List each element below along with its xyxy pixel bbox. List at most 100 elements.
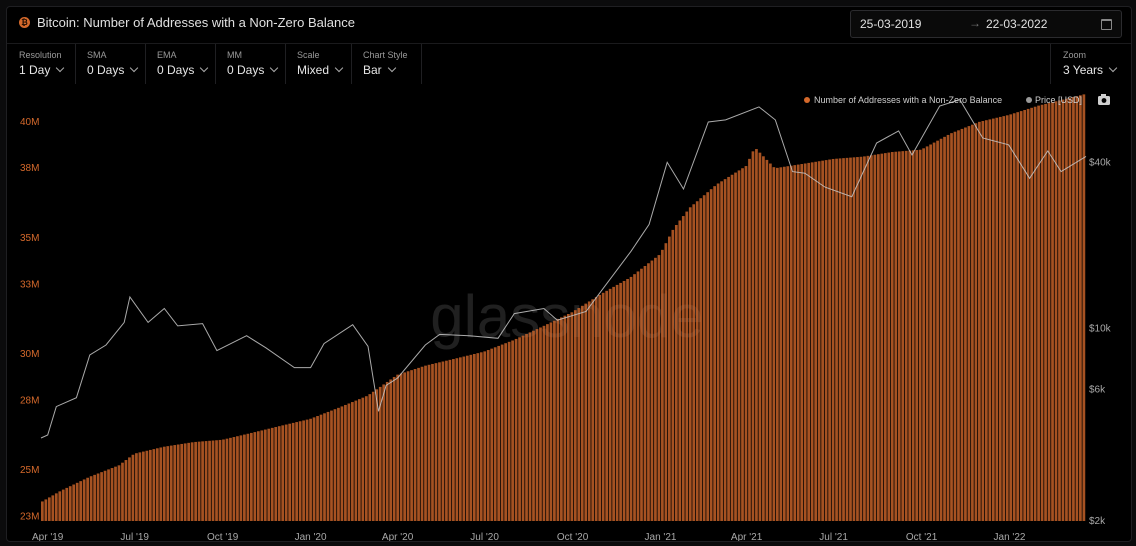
address-bar: [946, 134, 950, 521]
address-bar: [462, 356, 466, 521]
zoom-label: Zoom: [1063, 50, 1087, 60]
date-from[interactable]: 25-03-2019: [860, 17, 922, 31]
address-bar: [357, 399, 361, 521]
address-bar: [671, 229, 675, 521]
address-bar: [584, 303, 588, 521]
address-bar: [504, 343, 507, 521]
address-bar: [243, 434, 246, 521]
address-bar: [41, 501, 44, 521]
legend-addresses-label[interactable]: Number of Addresses with a Non-Zero Bala…: [814, 95, 1002, 105]
address-bar: [155, 448, 159, 521]
address-bar: [866, 155, 870, 521]
x-tick-label: Jan '21: [645, 532, 677, 541]
address-bar: [333, 409, 337, 521]
resolution-select[interactable]: Resolution 1 Day: [7, 44, 76, 84]
address-bar: [591, 299, 595, 521]
address-bar: [406, 371, 410, 521]
left-tick-label: 25M: [20, 465, 39, 476]
address-bar: [828, 159, 831, 521]
address-bar: [573, 310, 577, 521]
address-bar: [190, 442, 194, 521]
address-bar: [755, 149, 758, 522]
address-bar: [734, 172, 737, 521]
address-bar: [835, 158, 838, 521]
address-bar: [988, 119, 992, 521]
address-bar: [1019, 111, 1023, 521]
address-bar: [532, 330, 535, 521]
legend-price-label[interactable]: Price [USD]: [1035, 95, 1082, 105]
chart-style-select[interactable]: Chart Style Bar: [351, 44, 422, 84]
address-bar: [72, 484, 76, 521]
address-bar: [528, 332, 532, 521]
address-bar: [319, 414, 323, 521]
address-bar: [953, 131, 957, 521]
address-bar: [633, 274, 636, 521]
scale-label: Scale: [297, 50, 320, 60]
zoom-value: 3 Years: [1063, 63, 1104, 77]
mm-value: 0 Days: [227, 63, 265, 77]
address-bar: [378, 386, 382, 521]
address-bar: [897, 151, 901, 521]
right-tick-label: $6k: [1089, 384, 1106, 395]
address-bar: [121, 462, 124, 521]
address-bar: [270, 427, 274, 521]
address-bar: [173, 445, 177, 521]
address-bar: [978, 121, 981, 522]
address-bar: [250, 432, 253, 521]
address-bar: [967, 126, 971, 521]
address-bar: [1061, 99, 1065, 521]
address-bar: [75, 482, 79, 521]
camera-icon[interactable]: [1098, 94, 1110, 105]
address-bar: [901, 151, 905, 521]
address-bar: [302, 420, 305, 521]
date-to[interactable]: 22-03-2022: [986, 17, 1048, 31]
address-bar: [128, 457, 131, 521]
address-bar: [849, 157, 852, 521]
address-bar: [525, 334, 528, 521]
address-bar: [326, 411, 330, 521]
address-bar: [507, 341, 511, 521]
calendar-icon[interactable]: [1101, 19, 1112, 30]
right-tick-label: $10k: [1089, 323, 1112, 334]
address-bar: [1012, 113, 1016, 521]
address-bar: [256, 431, 260, 521]
address-bar: [915, 150, 919, 521]
address-bar: [678, 220, 682, 521]
address-bar: [145, 450, 149, 521]
address-bar: [229, 437, 232, 521]
zoom-select[interactable]: Zoom 3 Years: [1050, 44, 1131, 84]
ema-select[interactable]: EMA 0 Days: [145, 44, 216, 84]
address-bar: [354, 400, 358, 521]
address-bar: [971, 124, 974, 522]
address-bar: [863, 156, 866, 521]
address-bar: [347, 403, 351, 521]
address-bar: [751, 151, 755, 521]
address-bar: [782, 166, 786, 521]
address-bar: [744, 166, 748, 522]
address-bar: [312, 417, 316, 521]
left-tick-label: 33M: [20, 279, 39, 290]
address-bar: [110, 468, 114, 521]
address-bar: [351, 402, 354, 521]
address-bar: [821, 160, 824, 521]
address-bar: [1072, 96, 1075, 521]
address-bar: [337, 407, 340, 521]
address-bar: [664, 243, 668, 521]
address-bar: [890, 152, 894, 521]
address-bar: [1002, 116, 1006, 522]
address-bar: [960, 128, 964, 521]
scale-select[interactable]: Scale Mixed: [285, 44, 352, 84]
address-bar: [316, 416, 319, 521]
address-bar: [417, 367, 420, 521]
address-bar: [263, 429, 267, 521]
mm-select[interactable]: MM 0 Days: [215, 44, 286, 84]
sma-select[interactable]: SMA 0 Days: [75, 44, 146, 84]
address-bar: [124, 460, 128, 521]
address-bar: [152, 449, 156, 521]
date-range-picker[interactable]: 25-03-2019 → 22-03-2022: [850, 10, 1122, 38]
address-bar: [364, 396, 368, 521]
address-bar: [1075, 96, 1079, 522]
address-bar: [500, 344, 504, 521]
address-bar: [741, 168, 744, 522]
